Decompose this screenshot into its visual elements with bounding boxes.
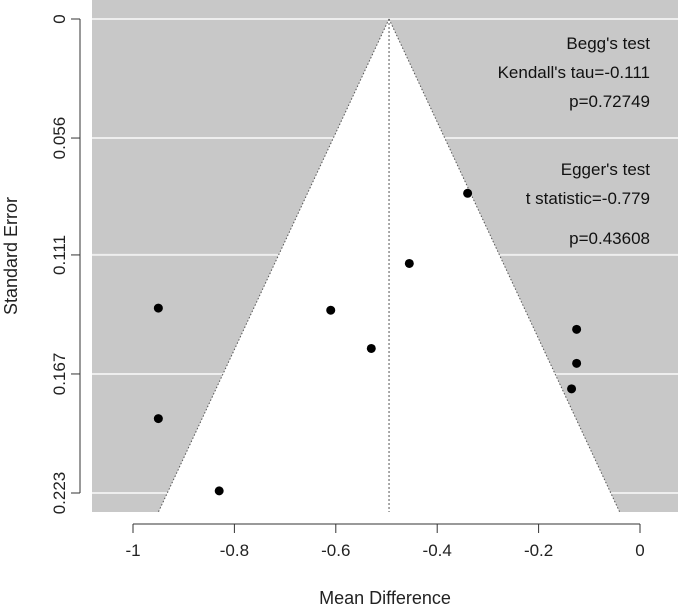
study-point — [153, 414, 163, 424]
begg-test-title: Begg's test — [566, 34, 650, 53]
y-tick-label: 0.167 — [50, 353, 69, 396]
x-tick-label: -0.8 — [220, 541, 249, 560]
begg-test-tau: Kendall's tau=-0.111 — [498, 63, 650, 82]
y-tick-label: 0.111 — [50, 235, 69, 275]
egger-test-annotation: Egger's test t statistic=-0.779 p=0.4360… — [526, 160, 651, 248]
study-point — [572, 324, 582, 334]
study-point — [214, 486, 224, 496]
egger-test-title: Egger's test — [561, 160, 651, 179]
x-axis: -1 -0.8 -0.6 -0.4 -0.2 0 — [125, 523, 645, 560]
x-tick-label: 0 — [635, 541, 644, 560]
x-tick-label: -0.4 — [423, 541, 452, 560]
begg-test-p: p=0.72749 — [569, 92, 650, 111]
study-points — [153, 188, 582, 496]
y-tick-label: 0.223 — [50, 472, 69, 515]
study-point — [326, 305, 336, 315]
y-axis-title: Standard Error — [1, 197, 21, 315]
study-point — [404, 258, 414, 268]
begg-test-annotation: Begg's test Kendall's tau=-0.111 p=0.727… — [498, 34, 651, 111]
x-tick-label: -1 — [125, 541, 140, 560]
study-point — [153, 303, 163, 313]
study-point — [463, 188, 473, 198]
study-point — [572, 358, 582, 368]
egger-test-p: p=0.43608 — [569, 229, 650, 248]
x-tick-label: -0.6 — [321, 541, 350, 560]
x-axis-title: Mean Difference — [319, 588, 451, 607]
egger-test-t: t statistic=-0.779 — [526, 189, 650, 208]
y-axis: 0 0.056 0.111 0.167 0.223 — [50, 14, 81, 515]
y-tick-label: 0 — [50, 14, 69, 23]
study-point — [567, 384, 577, 394]
x-tick-label: -0.2 — [524, 541, 553, 560]
y-tick-label: 0.056 — [50, 117, 69, 160]
study-point — [366, 343, 376, 353]
funnel-region — [158, 19, 620, 512]
